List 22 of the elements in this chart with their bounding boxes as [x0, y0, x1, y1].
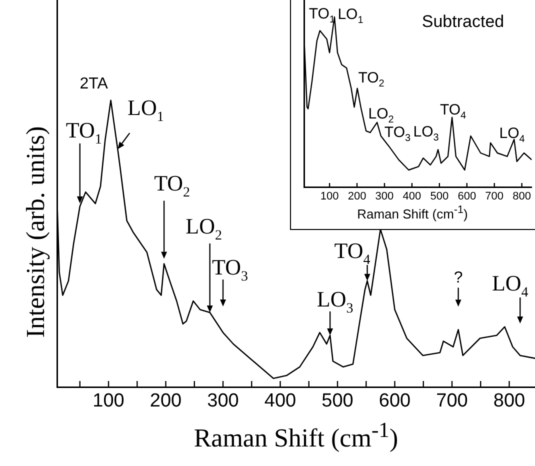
y-axis-title: Intensity (arb. units) [21, 126, 51, 338]
x-tick-label: 200 [348, 190, 366, 203]
annotation: ? [454, 270, 463, 287]
x-tick-label: 700 [436, 390, 468, 412]
x-tick-label: 700 [485, 190, 504, 203]
x-tick-label: 200 [150, 390, 182, 412]
x-tick-label: 500 [322, 390, 354, 412]
x-tick-label: 300 [375, 190, 394, 203]
x-tick-label: 800 [493, 390, 526, 412]
x-axis-title: Raman Shift (cm$^{-1}$) [356, 204, 469, 222]
x-tick-label: 800 [512, 190, 532, 203]
x-tick-label: 400 [402, 190, 422, 203]
x-tick-label: 400 [264, 390, 296, 412]
x-tick-label: 100 [320, 190, 339, 203]
x-tick-label: 300 [207, 390, 239, 412]
x-tick-label: 600 [458, 190, 476, 203]
annotation: Subtracted [422, 12, 504, 31]
x-tick-label: 600 [378, 390, 411, 412]
x-tick-label: 100 [92, 390, 124, 412]
x-axis-title: Raman Shift (cm$^{-1}$) [192, 418, 400, 454]
annotation: 2TA [80, 75, 108, 92]
x-tick-label: 500 [430, 190, 449, 203]
